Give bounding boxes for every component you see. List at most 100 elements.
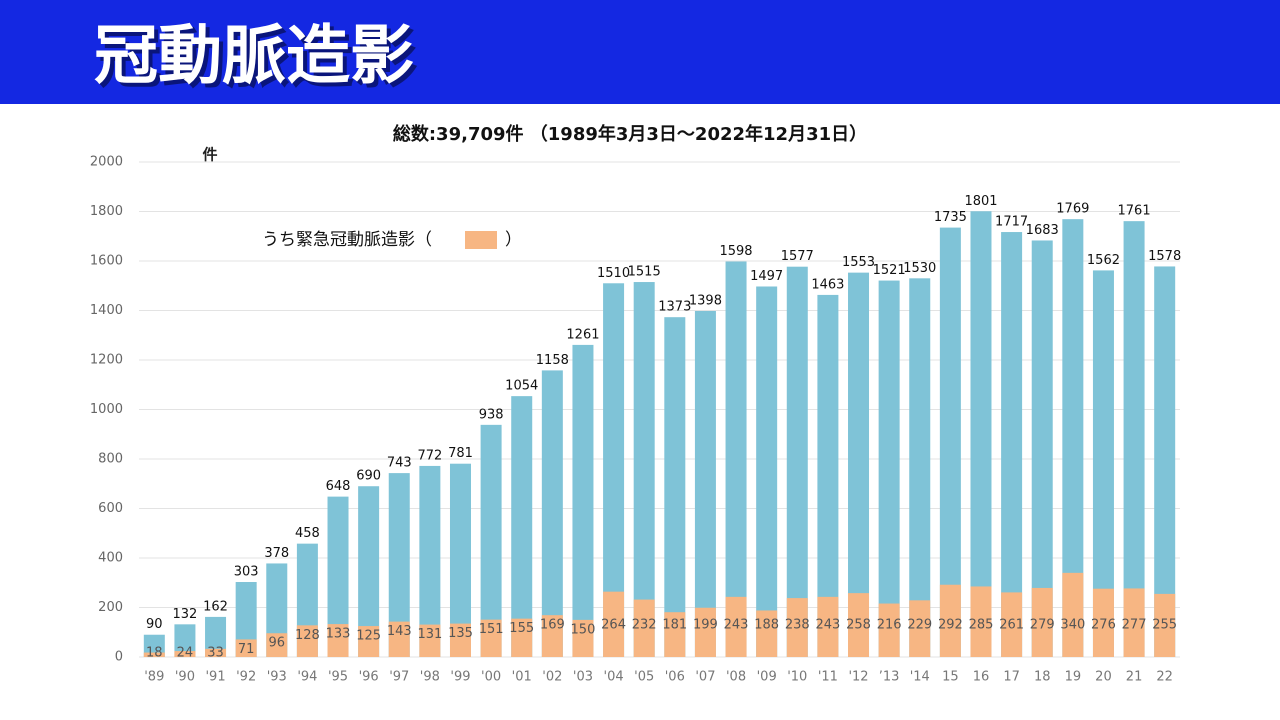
emergency-bar xyxy=(1154,593,1176,657)
emergency-label: 261 xyxy=(999,618,1024,633)
total-label: 1769 xyxy=(1056,202,1089,217)
x-tick-label: '12 xyxy=(848,670,868,685)
total-label: 1463 xyxy=(811,277,844,292)
total-bar xyxy=(909,278,931,657)
total-bar xyxy=(419,465,441,657)
emergency-bar xyxy=(327,624,349,657)
emergency-bar xyxy=(235,639,257,657)
total-bar xyxy=(1092,270,1114,657)
total-label: 1717 xyxy=(995,215,1028,230)
total-bar xyxy=(848,272,870,657)
y-tick-label: 600 xyxy=(98,501,123,516)
total-label: 1398 xyxy=(689,293,722,308)
y-tick-label: 1400 xyxy=(90,303,123,318)
y-tick-label: 400 xyxy=(98,551,123,566)
emergency-label: 276 xyxy=(1091,618,1116,633)
y-tick-label: 2000 xyxy=(90,155,123,170)
header-band xyxy=(0,0,1280,104)
emergency-bar xyxy=(786,598,808,657)
total-label: 132 xyxy=(173,607,198,622)
total-bar xyxy=(388,473,410,657)
x-tick-label: '14 xyxy=(910,670,930,685)
emergency-label: 150 xyxy=(571,622,596,637)
emergency-bar xyxy=(725,596,747,657)
emergency-bar xyxy=(848,593,870,657)
total-bar xyxy=(358,486,380,657)
emergency-label: 71 xyxy=(238,642,255,657)
total-bar xyxy=(633,282,655,657)
emergency-bar xyxy=(174,651,196,657)
total-bar xyxy=(970,211,992,657)
total-bar xyxy=(817,294,839,657)
x-tick-label: 15 xyxy=(942,670,959,685)
y-tick-label: 200 xyxy=(98,600,123,615)
emergency-bar xyxy=(970,586,992,657)
emergency-label: 229 xyxy=(907,618,932,633)
emergency-label: 181 xyxy=(662,618,687,633)
total-label: 648 xyxy=(326,479,351,494)
emergency-bar xyxy=(266,633,288,657)
total-label: 1515 xyxy=(628,265,661,280)
x-tick-label: 16 xyxy=(973,670,990,685)
total-bar xyxy=(878,280,900,657)
x-tick-label: 20 xyxy=(1095,670,1112,685)
x-tick-label: '03 xyxy=(573,670,593,685)
total-label: 1761 xyxy=(1118,204,1151,219)
emergency-label: 232 xyxy=(632,618,657,633)
emergency-label: 292 xyxy=(938,618,963,633)
emergency-label: 340 xyxy=(1060,618,1085,633)
y-tick-label: 1800 xyxy=(90,204,123,219)
emergency-bar xyxy=(205,648,227,657)
x-tick-label: '08 xyxy=(726,670,746,685)
y-tick-label: 0 xyxy=(115,650,123,665)
total-bar xyxy=(1031,240,1053,657)
x-tick-label: '89 xyxy=(144,670,164,685)
total-bar xyxy=(1154,266,1176,657)
emergency-bar xyxy=(388,621,410,657)
emergency-bar xyxy=(817,596,839,657)
emergency-label: 33 xyxy=(207,646,224,661)
emergency-bar xyxy=(143,652,165,657)
x-tick-label: '09 xyxy=(757,670,777,685)
total-bar xyxy=(541,370,563,657)
emergency-label: 18 xyxy=(146,646,163,661)
total-bar xyxy=(174,624,196,657)
total-bar xyxy=(1123,221,1145,657)
x-tick-label: '00 xyxy=(481,670,501,685)
emergency-bar xyxy=(1031,587,1053,657)
y-tick-label: 1200 xyxy=(90,353,123,368)
total-label: 1054 xyxy=(505,379,538,394)
emergency-bar xyxy=(1092,588,1114,657)
total-label: 1562 xyxy=(1087,253,1120,268)
total-bar xyxy=(664,317,686,657)
x-tick-label: '01 xyxy=(512,670,532,685)
total-label: 743 xyxy=(387,456,412,471)
x-tick-label: '92 xyxy=(236,670,256,685)
emergency-label: 131 xyxy=(417,627,442,642)
total-label: 772 xyxy=(417,448,442,463)
emergency-bar xyxy=(1123,588,1145,657)
total-bar xyxy=(480,424,502,657)
emergency-bar xyxy=(511,618,533,657)
bars: '89 90 18 '90 132 24 '91 162 33 '92 303 71 '93 378 96 '… xyxy=(143,194,1181,685)
emergency-label: 128 xyxy=(295,628,320,643)
emergency-bar xyxy=(296,625,318,657)
total-bar xyxy=(786,266,808,657)
total-bar xyxy=(511,396,533,657)
total-bar xyxy=(327,496,349,657)
x-tick-label: 21 xyxy=(1126,670,1143,685)
emergency-label: 155 xyxy=(509,621,534,636)
x-tick-label: '95 xyxy=(328,670,348,685)
emergency-label: 151 xyxy=(479,622,504,637)
emergency-label: 216 xyxy=(877,618,902,633)
emergency-bar xyxy=(572,619,594,657)
x-tick-label: '97 xyxy=(389,670,409,685)
total-bar xyxy=(1001,232,1023,658)
x-tick-label: '02 xyxy=(542,670,562,685)
emergency-bar xyxy=(1001,592,1023,657)
emergency-label: 277 xyxy=(1122,618,1147,633)
emergency-label: 143 xyxy=(387,624,412,639)
header-title: 冠動脈造影 xyxy=(94,20,414,94)
emergency-label: 188 xyxy=(754,618,779,633)
